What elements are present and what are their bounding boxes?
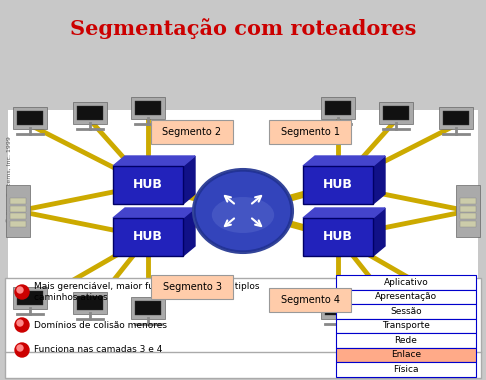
Circle shape [15,285,29,299]
FancyBboxPatch shape [73,292,107,314]
Ellipse shape [212,197,274,233]
FancyBboxPatch shape [13,107,47,128]
FancyBboxPatch shape [460,198,476,204]
FancyBboxPatch shape [77,296,103,310]
FancyBboxPatch shape [303,166,373,204]
FancyBboxPatch shape [460,220,476,226]
FancyBboxPatch shape [460,213,476,219]
FancyBboxPatch shape [321,97,355,119]
FancyBboxPatch shape [269,120,351,144]
FancyBboxPatch shape [135,101,161,115]
FancyBboxPatch shape [321,297,355,318]
Polygon shape [373,156,385,204]
FancyBboxPatch shape [336,333,476,347]
FancyBboxPatch shape [336,304,476,318]
Text: Funciona nas camadas 3 e 4: Funciona nas camadas 3 e 4 [34,345,162,355]
Polygon shape [183,208,195,256]
Text: HUB: HUB [133,179,163,192]
FancyBboxPatch shape [131,97,165,119]
FancyBboxPatch shape [383,106,409,120]
FancyBboxPatch shape [17,111,43,125]
Circle shape [15,343,29,357]
Text: Sessão: Sessão [390,307,422,316]
Circle shape [15,318,29,332]
FancyBboxPatch shape [135,301,161,315]
FancyBboxPatch shape [8,110,478,350]
Text: Apresentação: Apresentação [375,292,437,301]
FancyBboxPatch shape [336,347,476,362]
Polygon shape [303,156,385,166]
Polygon shape [303,208,385,218]
FancyBboxPatch shape [443,291,469,305]
FancyBboxPatch shape [17,291,43,305]
FancyBboxPatch shape [113,166,183,204]
FancyBboxPatch shape [443,111,469,125]
Circle shape [17,287,23,293]
Text: Segmento 3: Segmento 3 [162,282,222,292]
FancyBboxPatch shape [10,198,26,204]
Text: Segmento 4: Segmento 4 [280,295,340,305]
FancyBboxPatch shape [336,275,476,290]
FancyBboxPatch shape [460,206,476,212]
Text: Rede: Rede [395,336,417,345]
FancyBboxPatch shape [5,278,481,378]
Polygon shape [373,208,385,256]
FancyBboxPatch shape [13,287,47,309]
FancyBboxPatch shape [325,301,351,315]
FancyBboxPatch shape [325,101,351,115]
Text: HUB: HUB [323,179,353,192]
Text: Mais gerenciável, maior funcionalidade, múltiplos
caminhos ativos: Mais gerenciável, maior funcionalidade, … [34,282,260,302]
Text: © Cisco Systems, Inc. 1999: © Cisco Systems, Inc. 1999 [6,136,12,223]
FancyBboxPatch shape [77,106,103,120]
Circle shape [17,320,23,326]
FancyBboxPatch shape [151,275,233,299]
Text: Segmento 1: Segmento 1 [280,127,340,137]
Text: Física: Física [393,365,419,374]
FancyBboxPatch shape [113,218,183,256]
FancyBboxPatch shape [336,318,476,333]
FancyBboxPatch shape [131,297,165,318]
FancyBboxPatch shape [10,213,26,219]
Text: Domínios de colisão menores: Domínios de colisão menores [34,320,167,329]
FancyBboxPatch shape [383,296,409,310]
Ellipse shape [195,171,291,251]
Ellipse shape [193,169,293,253]
Text: Enlace: Enlace [391,350,421,359]
Polygon shape [183,156,195,204]
Polygon shape [113,208,195,218]
FancyBboxPatch shape [73,102,107,124]
FancyBboxPatch shape [10,206,26,212]
FancyBboxPatch shape [10,220,26,226]
FancyBboxPatch shape [456,185,480,237]
FancyBboxPatch shape [6,185,30,237]
FancyBboxPatch shape [439,287,473,309]
Circle shape [17,345,23,351]
Text: Transporte: Transporte [382,321,430,330]
Text: HUB: HUB [323,231,353,244]
FancyBboxPatch shape [336,290,476,304]
Text: Aplicativo: Aplicativo [383,278,428,287]
FancyBboxPatch shape [336,362,476,377]
FancyBboxPatch shape [151,120,233,144]
Text: Segmentação com roteadores: Segmentação com roteadores [70,18,416,39]
FancyBboxPatch shape [379,292,413,314]
FancyBboxPatch shape [379,102,413,124]
FancyBboxPatch shape [269,288,351,312]
Text: HUB: HUB [133,231,163,244]
Text: Segmento 2: Segmento 2 [162,127,222,137]
FancyBboxPatch shape [303,218,373,256]
FancyBboxPatch shape [439,107,473,128]
Polygon shape [113,156,195,166]
